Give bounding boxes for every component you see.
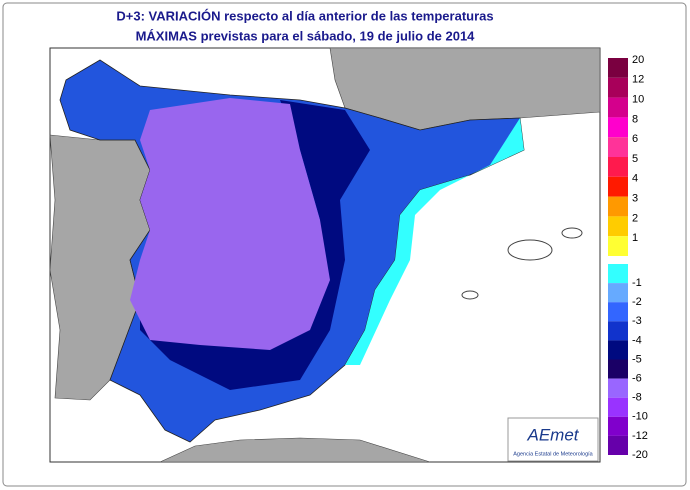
legend-swatch <box>608 340 628 360</box>
legend-label: 20 <box>632 54 644 66</box>
legend-label: 8 <box>632 113 638 125</box>
legend-label: 10 <box>632 94 644 106</box>
map: AEmet Agencia Estatal de Meteorología <box>49 47 601 463</box>
legend: 20 12 10 8 6 5 4 3 2 1 -1 -2 -3 -4 -5 -6 -8 -10 -12 -20 <box>608 54 648 461</box>
legend-swatch <box>608 397 628 417</box>
logo-brand: AEmet <box>526 425 579 444</box>
legend-label: 6 <box>632 133 638 145</box>
legend-label: -12 <box>632 430 648 442</box>
legend-label: 5 <box>632 153 638 165</box>
legend-label: 2 <box>632 212 638 224</box>
legend-swatch <box>608 302 628 322</box>
logo-box <box>507 417 599 462</box>
legend-swatch <box>608 216 628 237</box>
legend-swatch <box>608 137 628 157</box>
legend-swatch <box>608 236 628 256</box>
legend-label: 12 <box>632 74 644 86</box>
island <box>507 239 553 261</box>
africa <box>159 437 431 463</box>
title-line: D+3: VARIACIÓN respecto al día anterior … <box>116 8 493 23</box>
legend-label: -2 <box>632 296 642 308</box>
legend-swatch <box>608 321 628 341</box>
legend-label: 1 <box>632 232 638 244</box>
logo-subtitle: Agencia Estatal de Meteorología <box>513 451 593 457</box>
legend-label: -4 <box>632 334 642 346</box>
legend-label: -20 <box>632 449 648 461</box>
legend-label: -8 <box>632 392 642 404</box>
legend-swatch <box>608 58 628 78</box>
legend-label: -5 <box>632 353 642 365</box>
coast-strip <box>345 118 524 365</box>
legend-swatch <box>608 117 628 138</box>
legend-swatch <box>608 97 628 118</box>
legend-swatch <box>608 378 628 398</box>
legend-swatch <box>608 416 628 436</box>
legend-label: -1 <box>632 277 642 289</box>
island <box>561 227 583 239</box>
legend-label: 3 <box>632 193 638 205</box>
legend-label: 4 <box>632 173 638 185</box>
central-area <box>130 98 330 350</box>
title-line: MÁXIMAS previstas para el sábado, 19 de … <box>136 28 476 43</box>
legend-label: -3 <box>632 315 642 327</box>
legend-swatch <box>608 77 628 98</box>
legend-swatch <box>608 176 628 197</box>
legend-swatch <box>608 157 628 177</box>
legend-swatch <box>608 435 628 455</box>
legend-swatch <box>608 283 628 303</box>
legend-swatch <box>608 264 628 284</box>
legend-swatch <box>608 359 628 379</box>
legend-label: -6 <box>632 373 642 385</box>
island <box>461 290 479 300</box>
legend-label: -10 <box>632 411 648 423</box>
legend-swatch <box>608 196 628 217</box>
